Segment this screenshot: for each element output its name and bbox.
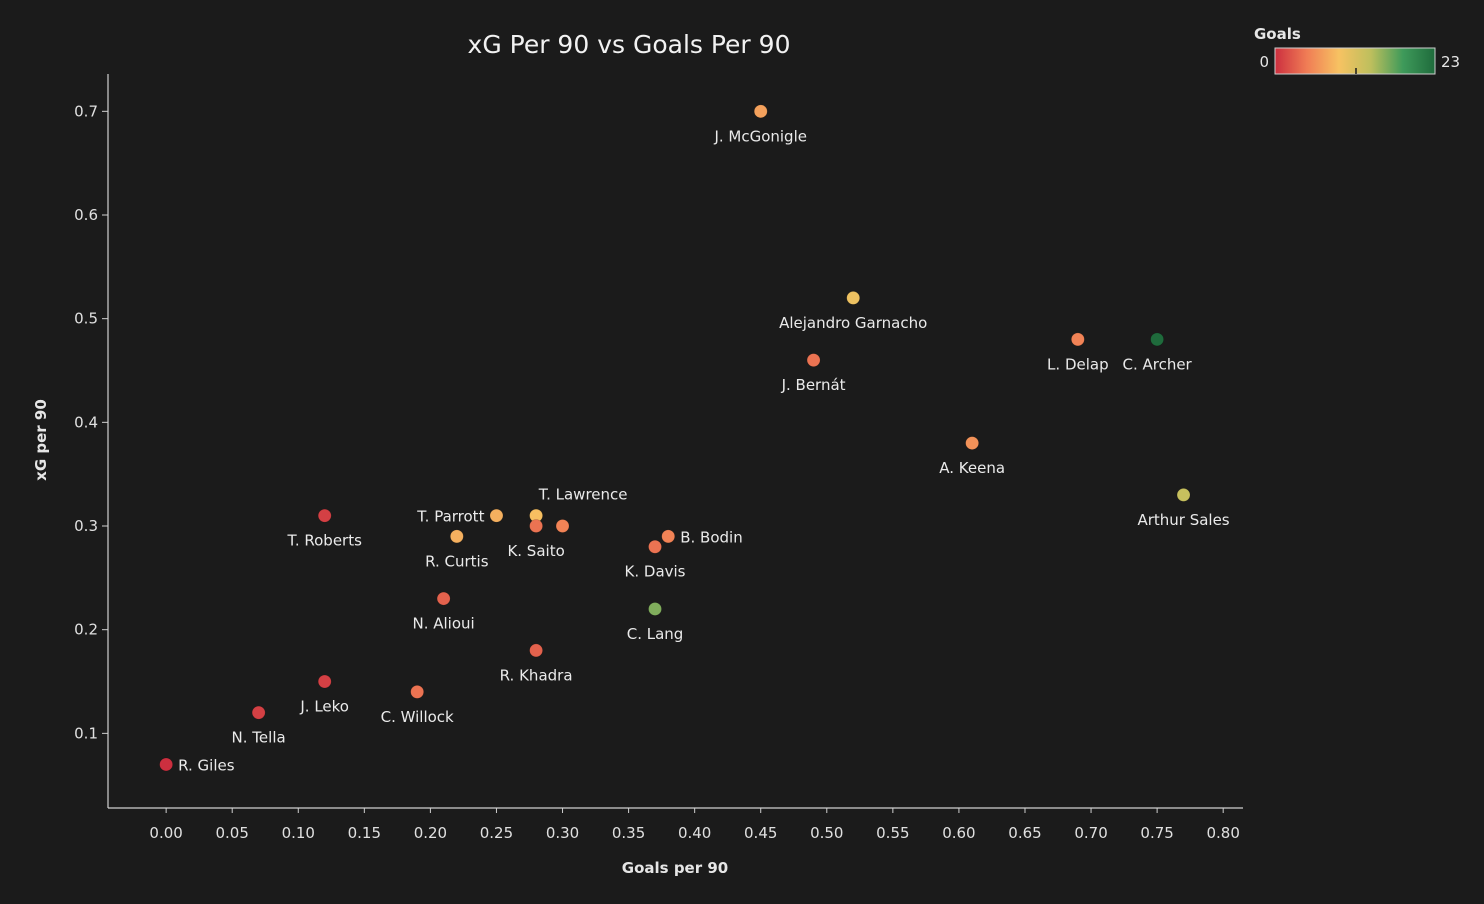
legend-max-label: 23	[1441, 53, 1460, 71]
data-point[interactable]	[1071, 332, 1085, 347]
data-point[interactable]	[661, 529, 676, 544]
point-label: N. Alioui	[413, 615, 475, 633]
y-axis-title: xG per 90	[32, 399, 50, 481]
point-label: N. Tella	[232, 729, 286, 747]
x-tick-label: 0.65	[1008, 824, 1041, 842]
data-point[interactable]	[251, 705, 266, 720]
x-tick-label: 0.40	[678, 824, 711, 842]
x-tick-label: 0.75	[1140, 824, 1173, 842]
y-tick-label: 0.7	[74, 102, 98, 120]
point-label: J. Bernát	[781, 376, 846, 394]
data-point[interactable]	[1176, 488, 1191, 502]
data-point[interactable]	[648, 602, 662, 616]
data-point[interactable]	[846, 291, 861, 305]
x-tick-label: 0.45	[744, 824, 777, 842]
data-points	[159, 104, 1191, 772]
y-tick-label: 0.6	[74, 206, 98, 224]
x-ticks: 0.00 0.05 0.10 0.15 0.20 0.25 0.30 0.35 0.40 0.45…	[149, 808, 1240, 842]
point-label: L. Delap	[1047, 355, 1109, 373]
x-tick-label: 0.70	[1074, 824, 1107, 842]
legend-title: Goals	[1254, 25, 1301, 43]
x-tick-label: 0.80	[1206, 824, 1239, 842]
x-tick-label: 0.10	[282, 824, 315, 842]
data-point[interactable]	[159, 757, 173, 772]
x-tick-label: 0.30	[546, 824, 579, 842]
point-label: T. Lawrence	[538, 486, 628, 504]
data-point[interactable]	[806, 353, 821, 367]
point-label: K. Saito	[507, 542, 564, 560]
point-label: R. Khadra	[500, 666, 573, 684]
x-tick-label: 0.20	[414, 824, 447, 842]
data-point[interactable]	[555, 519, 570, 533]
point-label: C. Archer	[1122, 355, 1192, 373]
y-tick-label: 0.4	[74, 413, 98, 431]
point-label: K. Davis	[625, 563, 686, 581]
data-point[interactable]	[529, 643, 543, 658]
x-tick-label: 0.15	[348, 824, 381, 842]
x-tick-label: 0.05	[215, 824, 248, 842]
point-label: J. Leko	[299, 698, 349, 716]
data-point[interactable]	[410, 685, 424, 699]
x-tick-label: 0.50	[810, 824, 843, 842]
y-tick-label: 0.2	[74, 621, 98, 639]
point-label: C. Lang	[627, 625, 684, 643]
data-point[interactable]	[529, 519, 543, 533]
data-point[interactable]	[317, 508, 332, 523]
data-point[interactable]	[965, 436, 979, 450]
point-label: T. Roberts	[286, 532, 362, 550]
x-tick-label: 0.25	[480, 824, 513, 842]
point-label: T. Parrott	[416, 508, 484, 526]
data-point[interactable]	[753, 104, 768, 119]
axes	[107, 74, 1243, 809]
point-label: Arthur Sales	[1137, 511, 1229, 529]
x-tick-label: 0.00	[149, 824, 182, 842]
data-point[interactable]	[436, 591, 451, 606]
y-ticks: 0.1 0.2 0.3 0.4 0.5 0.6 0.7	[74, 102, 108, 742]
point-labels: J. McGonigle Alejandro Garnacho J. Bernát L…	[178, 127, 1230, 774]
point-label: R. Curtis	[425, 552, 489, 570]
point-label: B. Bodin	[680, 528, 743, 546]
point-label: Alejandro Garnacho	[779, 314, 927, 332]
x-tick-label: 0.60	[942, 824, 975, 842]
color-legend: Goals 0 23	[1254, 25, 1460, 75]
data-point[interactable]	[489, 508, 504, 523]
data-point[interactable]	[450, 529, 464, 544]
legend-min-label: 0	[1259, 53, 1269, 71]
data-point[interactable]	[317, 674, 332, 689]
y-tick-label: 0.5	[74, 310, 98, 328]
chart-title: xG Per 90 vs Goals Per 90	[468, 30, 791, 59]
point-label: A. Keena	[939, 459, 1005, 477]
x-tick-label: 0.55	[876, 824, 909, 842]
point-label: R. Giles	[178, 756, 235, 774]
y-tick-label: 0.3	[74, 517, 98, 535]
data-point[interactable]	[648, 539, 662, 554]
point-label: C. Willock	[381, 708, 454, 726]
x-tick-label: 0.35	[612, 824, 645, 842]
legend-gradient-bar	[1274, 47, 1436, 75]
x-axis-title: Goals per 90	[622, 859, 728, 877]
y-tick-label: 0.1	[74, 724, 98, 742]
point-label: J. McGonigle	[713, 127, 807, 145]
data-point[interactable]	[1150, 332, 1164, 347]
